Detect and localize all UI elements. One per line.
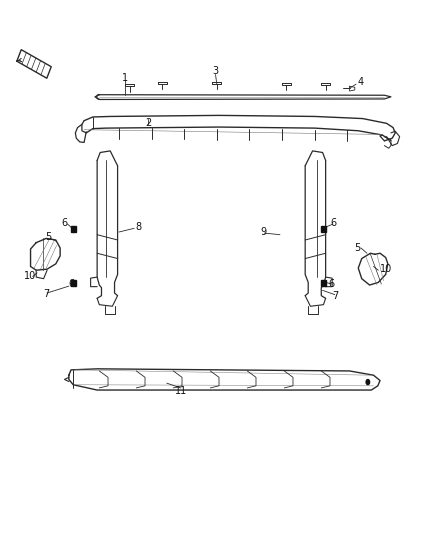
Bar <box>71 280 76 286</box>
Text: 2: 2 <box>145 118 151 128</box>
Text: 10: 10 <box>24 271 36 280</box>
Bar <box>71 226 76 231</box>
Ellipse shape <box>366 379 370 385</box>
Text: 6: 6 <box>69 279 75 289</box>
Text: 7: 7 <box>332 290 339 301</box>
Text: 11: 11 <box>175 386 187 396</box>
Text: 8: 8 <box>135 222 141 232</box>
Text: 10: 10 <box>380 264 392 274</box>
Bar <box>321 226 326 231</box>
Text: 7: 7 <box>43 289 49 299</box>
Text: 6: 6 <box>61 218 67 228</box>
Bar <box>321 280 326 286</box>
Text: 5: 5 <box>45 232 51 243</box>
Text: 3: 3 <box>212 67 219 76</box>
Text: 4: 4 <box>357 77 364 87</box>
Text: 1: 1 <box>122 72 128 83</box>
Text: 6: 6 <box>328 279 335 289</box>
Text: 6: 6 <box>330 218 336 228</box>
Text: 5: 5 <box>354 243 360 253</box>
Text: 9: 9 <box>260 227 266 237</box>
